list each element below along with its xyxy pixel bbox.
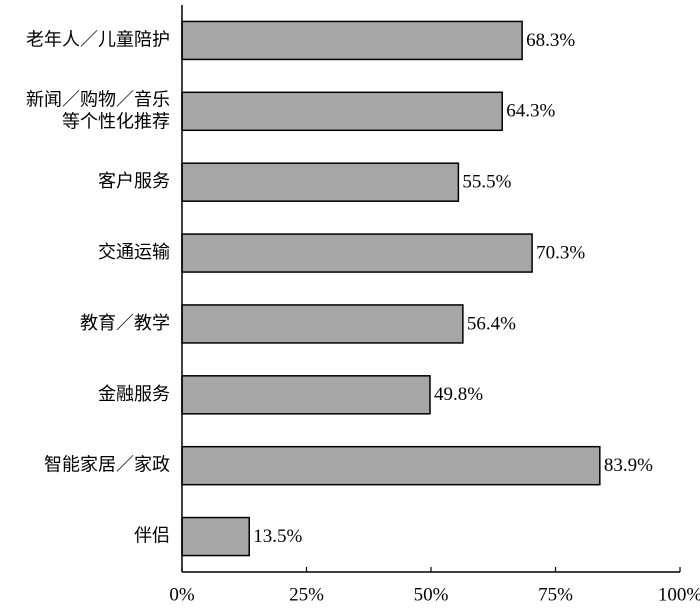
y-tick-label: 新闻／购物／音乐等个性化推荐 — [26, 89, 170, 132]
x-tick-label: 75% — [538, 584, 573, 605]
value-label: 64.3% — [506, 101, 555, 122]
x-tick-label: 50% — [414, 584, 449, 605]
value-label: 68.3% — [526, 30, 575, 51]
x-tick-label: 0% — [169, 584, 195, 605]
value-label: 70.3% — [536, 242, 585, 263]
value-label: 13.5% — [253, 526, 302, 547]
value-label: 56.4% — [467, 313, 516, 334]
value-label: 55.5% — [462, 172, 511, 193]
bar — [181, 445, 601, 486]
bar — [181, 233, 533, 273]
bar — [181, 516, 250, 557]
y-tick-label: 伴侣 — [134, 526, 170, 547]
bar — [181, 91, 503, 132]
x-tick-label: 100% — [658, 584, 700, 605]
y-tick-label: 教育／教学 — [80, 313, 170, 334]
y-tick-label: 交通运输 — [98, 242, 170, 263]
y-tick-label: 老年人／儿童陪护 — [26, 29, 170, 50]
value-label: 49.8% — [434, 384, 483, 405]
y-tick-label: 客户服务 — [98, 171, 170, 192]
y-tick-label: 智能家居／家政 — [44, 455, 170, 476]
bar — [181, 20, 523, 61]
bar — [181, 304, 464, 344]
bar — [181, 375, 431, 415]
bar — [181, 162, 460, 202]
x-tick-label: 25% — [289, 584, 324, 605]
y-tick-label: 金融服务 — [98, 384, 170, 405]
value-label: 83.9% — [604, 455, 653, 476]
